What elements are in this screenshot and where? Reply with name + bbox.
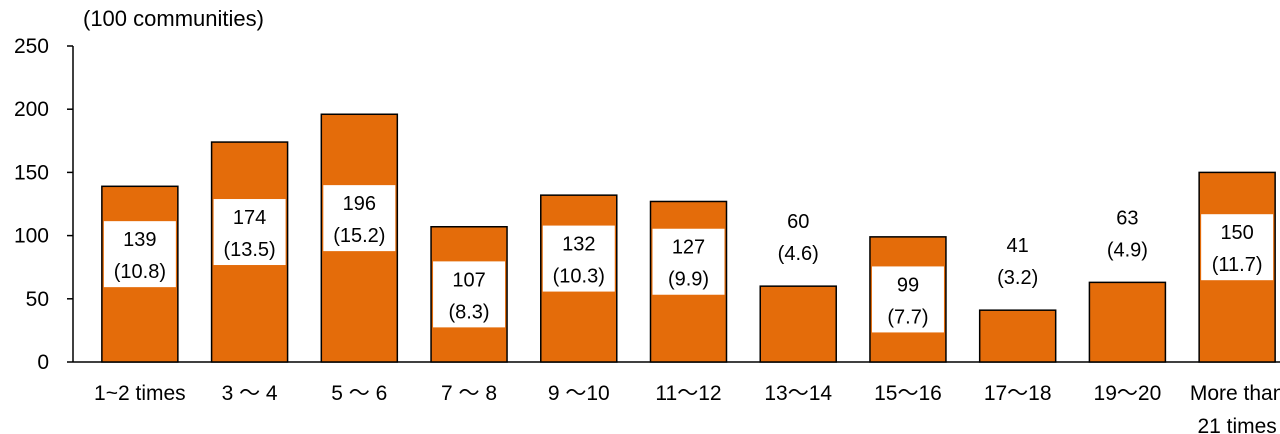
x-tick-label: 3 ～ 4	[222, 382, 278, 405]
x-tick-label: 17～18	[984, 382, 1052, 405]
data-label-value: 60	[787, 211, 809, 233]
x-tick-label: 19～20	[1094, 382, 1162, 405]
data-label-box	[652, 228, 725, 295]
bar	[978, 309, 1057, 363]
data-label-value: 132	[562, 234, 595, 256]
bar	[1088, 281, 1167, 363]
data-label-value: 127	[672, 237, 705, 259]
data-label-box	[1201, 214, 1274, 281]
data-label-box	[871, 266, 944, 333]
x-tick-label: 1~2 times	[94, 382, 186, 405]
x-tick-label: 11～12	[655, 382, 721, 405]
data-label-percent: (3.2)	[997, 267, 1038, 289]
y-tick-label: 250	[14, 35, 49, 58]
data-label-percent: (7.7)	[887, 306, 928, 328]
y-axis-unit-label: (100 communities)	[83, 6, 264, 31]
data-label-value: 99	[897, 274, 919, 296]
data-label-value: 107	[452, 269, 485, 291]
x-tick-label: 5 ～ 6	[331, 382, 387, 405]
y-tick-label: 100	[14, 225, 49, 248]
data-label-percent: (9.9)	[668, 269, 709, 291]
x-tick-label: 7 ～ 8	[441, 382, 497, 405]
x-tick-label: More than	[1190, 382, 1280, 405]
data-label-percent: (4.6)	[778, 243, 819, 265]
data-label-percent: (4.9)	[1107, 239, 1148, 261]
x-tick-label: 13～14	[764, 382, 832, 405]
y-tick-label: 0	[37, 351, 49, 374]
data-label-box	[433, 261, 506, 328]
bar	[759, 285, 837, 363]
data-label-box	[213, 199, 286, 266]
data-label-box	[323, 185, 396, 252]
x-tick-label: 21 times	[1197, 415, 1276, 434]
x-tick-label: 9 ～10	[548, 382, 610, 405]
data-label-value: 196	[343, 193, 376, 215]
y-tick-label: 200	[14, 98, 49, 121]
data-label-value: 174	[233, 207, 266, 229]
data-label-value: 63	[1116, 207, 1138, 229]
data-label-percent: (10.8)	[114, 261, 166, 283]
y-tick-label: 150	[14, 161, 49, 184]
data-label-percent: (8.3)	[448, 301, 489, 323]
data-label-value: 139	[123, 229, 156, 251]
data-label-percent: (10.3)	[553, 266, 605, 288]
data-label-percent: (11.7)	[1212, 254, 1263, 276]
data-label-box	[542, 225, 615, 292]
x-tick-label: 15～16	[874, 382, 942, 405]
y-tick-label: 50	[26, 288, 49, 311]
data-label-box	[103, 221, 176, 288]
data-label-value: 41	[1007, 235, 1029, 257]
data-label-percent: (15.2)	[333, 225, 385, 247]
data-label-value: 150	[1220, 222, 1253, 244]
data-labels: 139 (10.8) 174 (13.5) 196 (15.2) 107 (8.3) 132 (1…	[103, 185, 1274, 333]
data-label-percent: (13.5)	[223, 239, 275, 261]
x-tick-labels: 1~2 times 3 ～ 4 5 ～ 6 7 ～ 8 9 ～10 11～12 13～14 1…	[94, 382, 1280, 434]
